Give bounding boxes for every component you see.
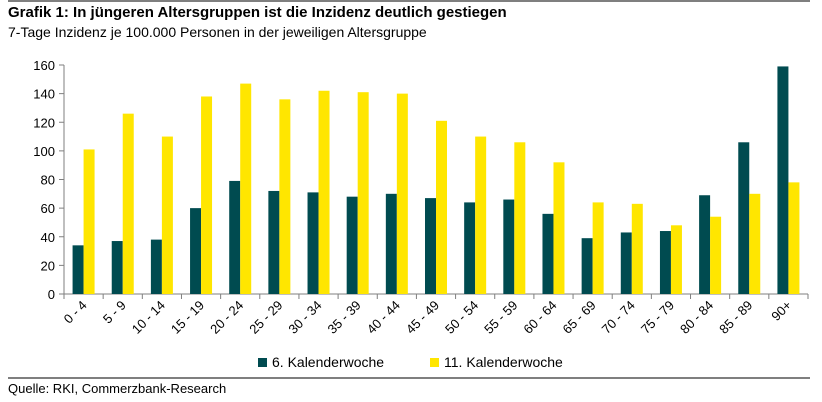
- y-tick-label: 100: [33, 144, 55, 159]
- bar-kw11-14: [631, 203, 643, 294]
- bar-kw11-0: [83, 149, 95, 294]
- bar-kw6-12: [542, 213, 554, 294]
- bar-kw6-3: [190, 208, 202, 294]
- bar-kw11-18: [788, 182, 800, 294]
- bar-kw11-11: [514, 142, 526, 294]
- x-tick-label: 0 - 4: [61, 298, 90, 327]
- bar-kw6-5: [268, 190, 280, 294]
- bar-kw11-5: [279, 99, 291, 294]
- y-axis: 0 20 40 60 80 100 120 140 160: [33, 58, 65, 302]
- x-tick-label: 25 - 29: [246, 298, 285, 337]
- bar-kw11-12: [553, 162, 565, 294]
- bar-kw11-3: [201, 96, 213, 294]
- x-tick-label: 65 - 69: [560, 298, 599, 337]
- x-tick-label: 45 - 49: [403, 298, 442, 337]
- bar-kw6-18: [777, 66, 789, 295]
- bar-kw11-16: [710, 216, 722, 294]
- y-tick-label: 120: [33, 115, 55, 130]
- y-tick-label: 0: [48, 287, 55, 302]
- top-rule: [8, 0, 810, 2]
- y-tick-label: 60: [41, 201, 55, 216]
- y-tick-label: 80: [41, 173, 55, 188]
- bar-kw11-15: [670, 225, 682, 294]
- bar-kw11-10: [475, 136, 487, 294]
- bar-kw11-7: [357, 92, 369, 294]
- x-tick-label: 85 - 89: [716, 298, 755, 337]
- x-tick-label: 40 - 44: [364, 298, 403, 337]
- bar-kw11-17: [749, 193, 761, 294]
- y-tick-label: 140: [33, 87, 55, 102]
- legend-label: 11. Kalenderwoche: [444, 354, 563, 370]
- x-tick-label: 5 - 9: [100, 298, 129, 327]
- x-tick-label: 55 - 59: [481, 298, 520, 337]
- bar-kw6-6: [307, 192, 319, 294]
- legend-swatch: [258, 358, 267, 367]
- bar-kw11-13: [592, 202, 604, 294]
- y-tick-label: 20: [41, 258, 55, 273]
- x-tick-label: 90+: [768, 298, 794, 324]
- bar-kw11-1: [122, 113, 134, 294]
- legend-swatch: [430, 358, 439, 367]
- x-tick-label: 30 - 34: [285, 298, 324, 337]
- chart-title: Grafik 1: In jüngeren Altersgruppen ist …: [8, 4, 507, 21]
- legend: 6. Kalenderwoche 11. Kalenderwoche: [258, 354, 563, 370]
- bar-kw11-6: [318, 90, 330, 294]
- bar-kw6-1: [111, 241, 123, 294]
- bar-kw6-17: [738, 142, 750, 294]
- bars: [72, 66, 800, 295]
- bar-kw6-10: [464, 202, 476, 294]
- x-tick-label: 75 - 79: [638, 298, 677, 337]
- bar-kw6-4: [229, 180, 241, 294]
- bar-kw6-16: [699, 195, 711, 294]
- x-tick-label: 70 - 74: [599, 298, 638, 337]
- chart-subtitle: 7-Tage Inzidenz je 100.000 Personen in d…: [8, 24, 427, 40]
- bottom-rule: [8, 377, 810, 379]
- bar-kw11-8: [396, 93, 408, 294]
- x-tick-label: 35 - 39: [325, 298, 364, 337]
- legend-label: 6. Kalenderwoche: [272, 354, 384, 370]
- x-tick-label: 15 - 19: [168, 298, 207, 337]
- bar-kw6-7: [346, 196, 358, 294]
- x-axis: 0 - 4 5 - 9 10 - 14 15 - 19 20 - 24 25 - 29 30…: [61, 293, 809, 337]
- y-tick-label: 40: [41, 230, 55, 245]
- bar-kw11-2: [161, 136, 173, 294]
- bar-kw6-8: [385, 193, 397, 294]
- bar-kw6-14: [620, 232, 632, 294]
- y-tick-label: 160: [33, 58, 55, 73]
- x-tick-label: 60 - 64: [520, 298, 559, 337]
- source-note: Quelle: RKI, Commerzbank-Research: [8, 381, 227, 396]
- bar-kw11-4: [240, 83, 252, 294]
- bar-kw6-13: [581, 238, 593, 294]
- bar-kw6-9: [425, 198, 436, 294]
- x-tick-label: 50 - 54: [442, 298, 481, 337]
- x-tick-label: 80 - 84: [677, 298, 716, 337]
- bar-kw6-2: [150, 239, 162, 294]
- x-tick-label: 20 - 24: [207, 298, 246, 337]
- bar-kw11-9: [436, 120, 447, 294]
- bar-kw6-11: [503, 199, 515, 294]
- bar-kw6-0: [72, 245, 84, 294]
- bar-kw6-15: [659, 231, 671, 294]
- x-tick-label: 10 - 14: [129, 298, 168, 337]
